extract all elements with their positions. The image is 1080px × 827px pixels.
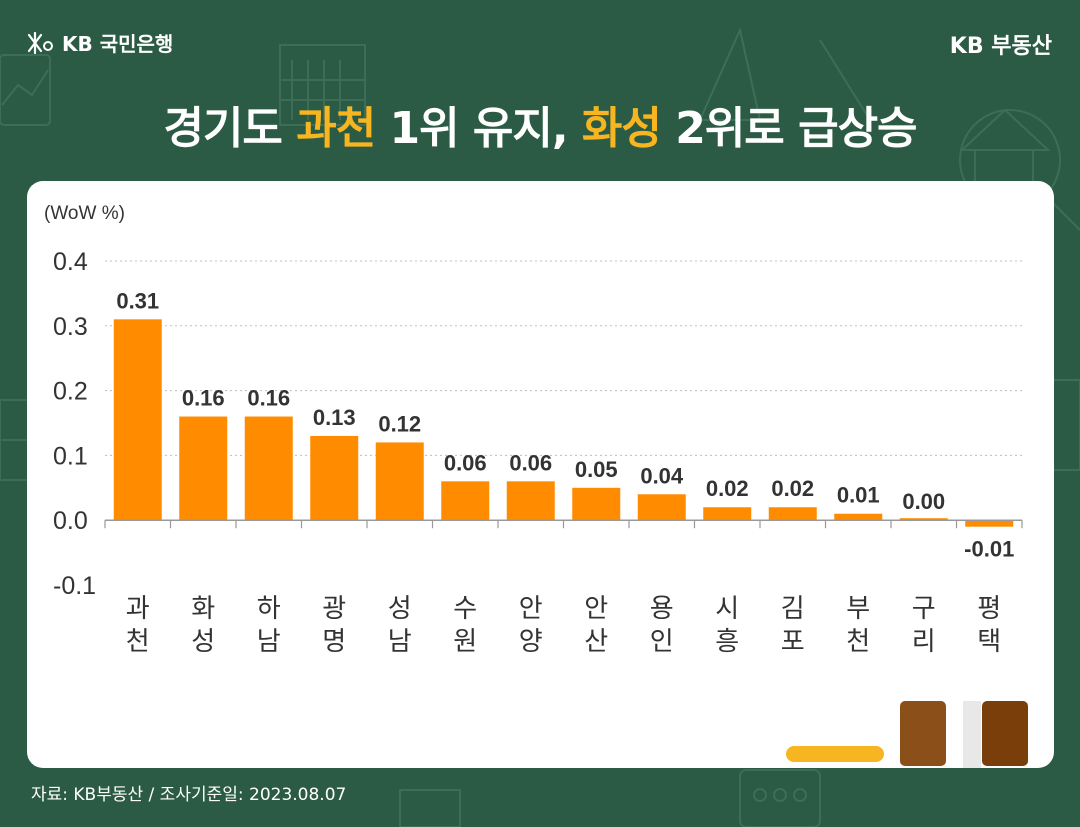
decor-brown-block-2 [982, 701, 1028, 766]
bar [441, 481, 490, 521]
bar [572, 487, 621, 521]
x-category-label: 천 [126, 627, 150, 657]
bar [375, 442, 424, 521]
x-category-label: 김 [781, 594, 805, 624]
y-tick-label: 0.0 [53, 507, 88, 535]
x-category-label: 양 [519, 627, 543, 657]
x-category-label: 산 [584, 627, 608, 657]
x-category-label: 화 [191, 594, 215, 624]
data-label: 0.02 [706, 476, 749, 501]
y-tick-label: 0.4 [53, 248, 88, 276]
data-label: 0.00 [902, 489, 945, 514]
y-axis-unit-label: (WoW %) [44, 203, 125, 224]
bar [899, 518, 948, 521]
y-tick-label: 0.2 [53, 378, 88, 406]
data-label: 0.02 [771, 476, 814, 501]
x-category-label: 흥 [715, 627, 739, 657]
data-label: -0.01 [964, 537, 1014, 562]
data-label: 0.31 [116, 288, 159, 313]
x-category-label: 과 [126, 594, 150, 624]
logo-text: KB 국민은행 [62, 32, 174, 56]
bar [637, 494, 686, 521]
bar [113, 319, 162, 521]
decor-gray-strip [963, 701, 981, 768]
bar [310, 435, 359, 521]
title-part-3: 2위로 급상승 [660, 103, 917, 154]
x-category-label: 평 [977, 594, 1001, 624]
page-title: 경기도 과천 1위 유지, 화성 2위로 급상승 [0, 92, 1080, 156]
y-tick-label: -0.1 [53, 572, 96, 600]
title-highlight-1: 과천 [296, 103, 376, 154]
x-category-label: 포 [781, 627, 805, 657]
x-category-label: 인 [650, 627, 674, 657]
bar [768, 507, 817, 521]
data-label: 0.13 [313, 405, 356, 430]
x-category-label: 안 [584, 594, 608, 624]
title-part-2: 1위 유지, [375, 103, 582, 154]
data-label: 0.16 [182, 386, 225, 411]
x-category-label: 남 [257, 627, 281, 657]
data-label: 0.06 [444, 450, 487, 475]
x-category-label: 안 [519, 594, 543, 624]
data-label: 0.16 [247, 386, 290, 411]
kb-kookmin-bank-logo: KB 국민은행 [26, 28, 173, 57]
x-category-label: 시 [715, 594, 739, 624]
bar [179, 416, 228, 521]
x-category-label: 하 [257, 594, 281, 624]
data-label: 0.12 [378, 411, 421, 436]
data-label: 0.01 [837, 483, 880, 508]
bar [244, 416, 293, 521]
kb-real-estate-brand: KB 부동산 [949, 34, 1052, 59]
bar-chart: (WoW %) 0.40.30.20.10.0-0.1 0.31과천0.16화성… [44, 203, 1028, 768]
x-category-label: 리 [912, 627, 936, 657]
y-tick-label: 0.3 [53, 313, 88, 341]
kb-star-icon [27, 31, 53, 54]
decor-brown-block-1 [900, 701, 946, 766]
x-category-label: 성 [191, 627, 215, 657]
y-tick-label: 0.1 [53, 442, 88, 470]
x-category-label: 수 [453, 594, 477, 624]
x-category-label: 원 [453, 627, 477, 657]
title-highlight-2: 화성 [581, 103, 662, 154]
title-part-1: 경기도 [163, 103, 297, 154]
x-category-label: 광 [322, 594, 346, 624]
x-category-label: 구 [912, 594, 936, 624]
bar [506, 481, 555, 521]
x-category-label: 천 [846, 627, 870, 657]
x-category-label: 부 [846, 594, 870, 624]
data-label: 0.04 [640, 463, 684, 488]
x-category-label: 명 [322, 627, 346, 657]
bar [834, 513, 883, 521]
x-category-label: 택 [977, 627, 1001, 657]
x-category-label: 남 [388, 627, 412, 657]
chart-card: (WoW %) 0.4 0.3 0.2 0.1 0.0 -0.1 0.31 과 천 0.16 화 성… [27, 181, 1054, 768]
source-note: 자료: KB부동산 / 조사기준일: 2023.08.07 [31, 785, 347, 805]
x-category-label: 용 [650, 594, 674, 624]
data-label: 0.05 [575, 457, 618, 482]
bar [703, 507, 752, 521]
data-label: 0.06 [509, 450, 552, 475]
decor-yellow-pill [786, 746, 884, 762]
bar [965, 520, 1014, 527]
x-category-label: 성 [388, 594, 412, 624]
